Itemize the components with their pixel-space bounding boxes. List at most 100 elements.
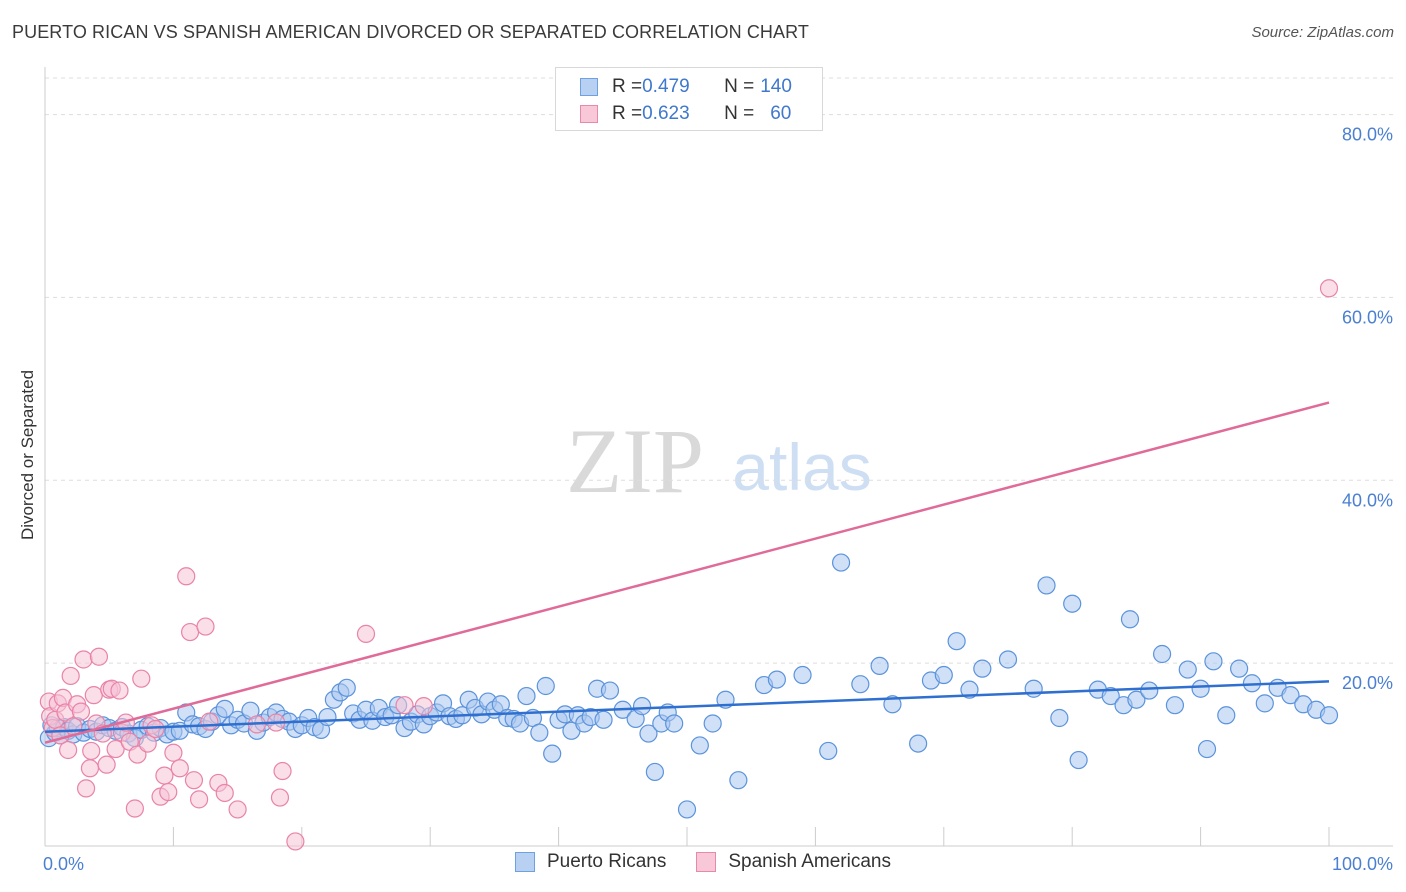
data-point — [1127, 690, 1146, 709]
data-point — [947, 632, 966, 651]
series-spanish-americans-points — [39, 279, 1339, 851]
data-point — [960, 680, 979, 699]
data-point — [155, 766, 174, 785]
data-point — [1063, 594, 1082, 613]
legend-r-value: 0.623 — [642, 103, 690, 124]
data-point — [1255, 694, 1274, 713]
data-point — [1204, 652, 1223, 671]
stats-legend: R = 0.479 N = 140 R = 0.623 N = 60 — [555, 67, 823, 131]
data-point — [146, 719, 165, 739]
data-point — [71, 702, 91, 721]
data-point — [138, 734, 157, 753]
grid-lines — [45, 77, 1393, 664]
data-point — [594, 710, 613, 729]
data-point — [89, 647, 109, 666]
data-point — [703, 714, 722, 733]
data-point — [677, 800, 697, 819]
legend-label-spanish-americans: Spanish Americans — [728, 851, 891, 872]
tick-labels: 20.0% 40.0% 60.0% 80.0% 0.0% 100.0% — [43, 125, 1393, 874]
data-point — [1281, 686, 1300, 705]
data-point — [110, 681, 129, 700]
data-point — [819, 741, 838, 761]
data-point — [729, 771, 748, 790]
data-point — [530, 723, 549, 742]
data-point — [196, 617, 215, 636]
data-point — [356, 624, 376, 643]
watermark-atlas: atlas — [732, 430, 871, 504]
data-point — [645, 762, 665, 782]
data-point — [106, 739, 125, 759]
x-tick-label: 100.0% — [1332, 854, 1393, 874]
y-tick-label: 20.0% — [1342, 673, 1393, 693]
legend-row-spanish-americans: R = 0.623 N = 60 — [580, 101, 791, 127]
data-point — [1319, 706, 1339, 725]
data-point — [517, 686, 536, 706]
data-point — [767, 670, 786, 689]
legend-item-puerto-ricans: Puerto Ricans — [515, 851, 666, 873]
data-point — [934, 665, 953, 685]
y-tick-label: 80.0% — [1342, 125, 1393, 145]
data-point — [189, 790, 209, 809]
data-point — [1165, 696, 1185, 715]
data-point — [690, 736, 709, 755]
data-point — [1178, 660, 1197, 679]
trend-line-spanish-americans — [44, 401, 1330, 744]
data-point — [1037, 576, 1056, 595]
data-point — [665, 714, 684, 733]
data-point — [973, 659, 992, 678]
data-point — [395, 696, 414, 715]
data-point — [1197, 739, 1217, 759]
y-tick-label: 60.0% — [1342, 307, 1393, 327]
data-point — [1319, 279, 1339, 298]
data-point — [414, 697, 433, 716]
data-point — [1230, 659, 1249, 678]
data-point — [228, 800, 247, 819]
data-point — [870, 656, 889, 675]
data-point — [851, 675, 870, 694]
data-point — [215, 699, 234, 718]
data-point — [273, 761, 292, 781]
data-points — [39, 279, 1339, 851]
chart-title: PUERTO RICAN VS SPANISH AMERICAN DIVORCE… — [12, 22, 810, 42]
data-point — [184, 771, 204, 790]
legend-r-label: R = — [612, 76, 643, 97]
y-tick-label: 40.0% — [1342, 490, 1393, 510]
legend-n-label: N = — [724, 76, 755, 97]
data-point — [793, 665, 812, 685]
trend-line-puerto-ricans — [44, 680, 1330, 733]
data-point — [1191, 679, 1210, 698]
data-point — [318, 707, 337, 727]
data-point — [61, 666, 80, 686]
series-puerto-ricans-points — [39, 553, 1339, 819]
data-point — [883, 695, 902, 714]
data-point — [831, 553, 851, 572]
legend-r-label: R = — [612, 103, 643, 124]
series-legend: Puerto Ricans Spanish Americans — [0, 851, 1406, 873]
data-point — [600, 681, 620, 700]
legend-r-value: 0.479 — [642, 76, 690, 97]
data-point — [1101, 686, 1120, 706]
data-point — [909, 734, 928, 753]
data-point — [170, 759, 189, 778]
legend-n-value: 60 — [770, 103, 792, 124]
data-point — [543, 744, 562, 763]
legend-item-spanish-americans: Spanish Americans — [696, 851, 891, 873]
data-point — [1217, 706, 1236, 725]
data-point — [74, 650, 93, 669]
legend-swatch-puerto-ricans — [580, 78, 598, 96]
data-point — [337, 678, 356, 697]
legend-swatch-spanish-americans — [696, 852, 717, 872]
data-point — [286, 832, 305, 851]
data-point — [80, 759, 100, 778]
data-point — [97, 755, 116, 774]
data-point — [1152, 644, 1172, 664]
data-point — [1069, 750, 1088, 770]
trend-lines — [44, 401, 1330, 744]
chart-source: Source: ZipAtlas.com — [1251, 24, 1394, 41]
data-point — [536, 676, 555, 696]
data-point — [1120, 610, 1140, 629]
watermark: ZIP atlas — [566, 410, 872, 512]
data-point — [84, 686, 103, 705]
data-point — [177, 567, 196, 586]
